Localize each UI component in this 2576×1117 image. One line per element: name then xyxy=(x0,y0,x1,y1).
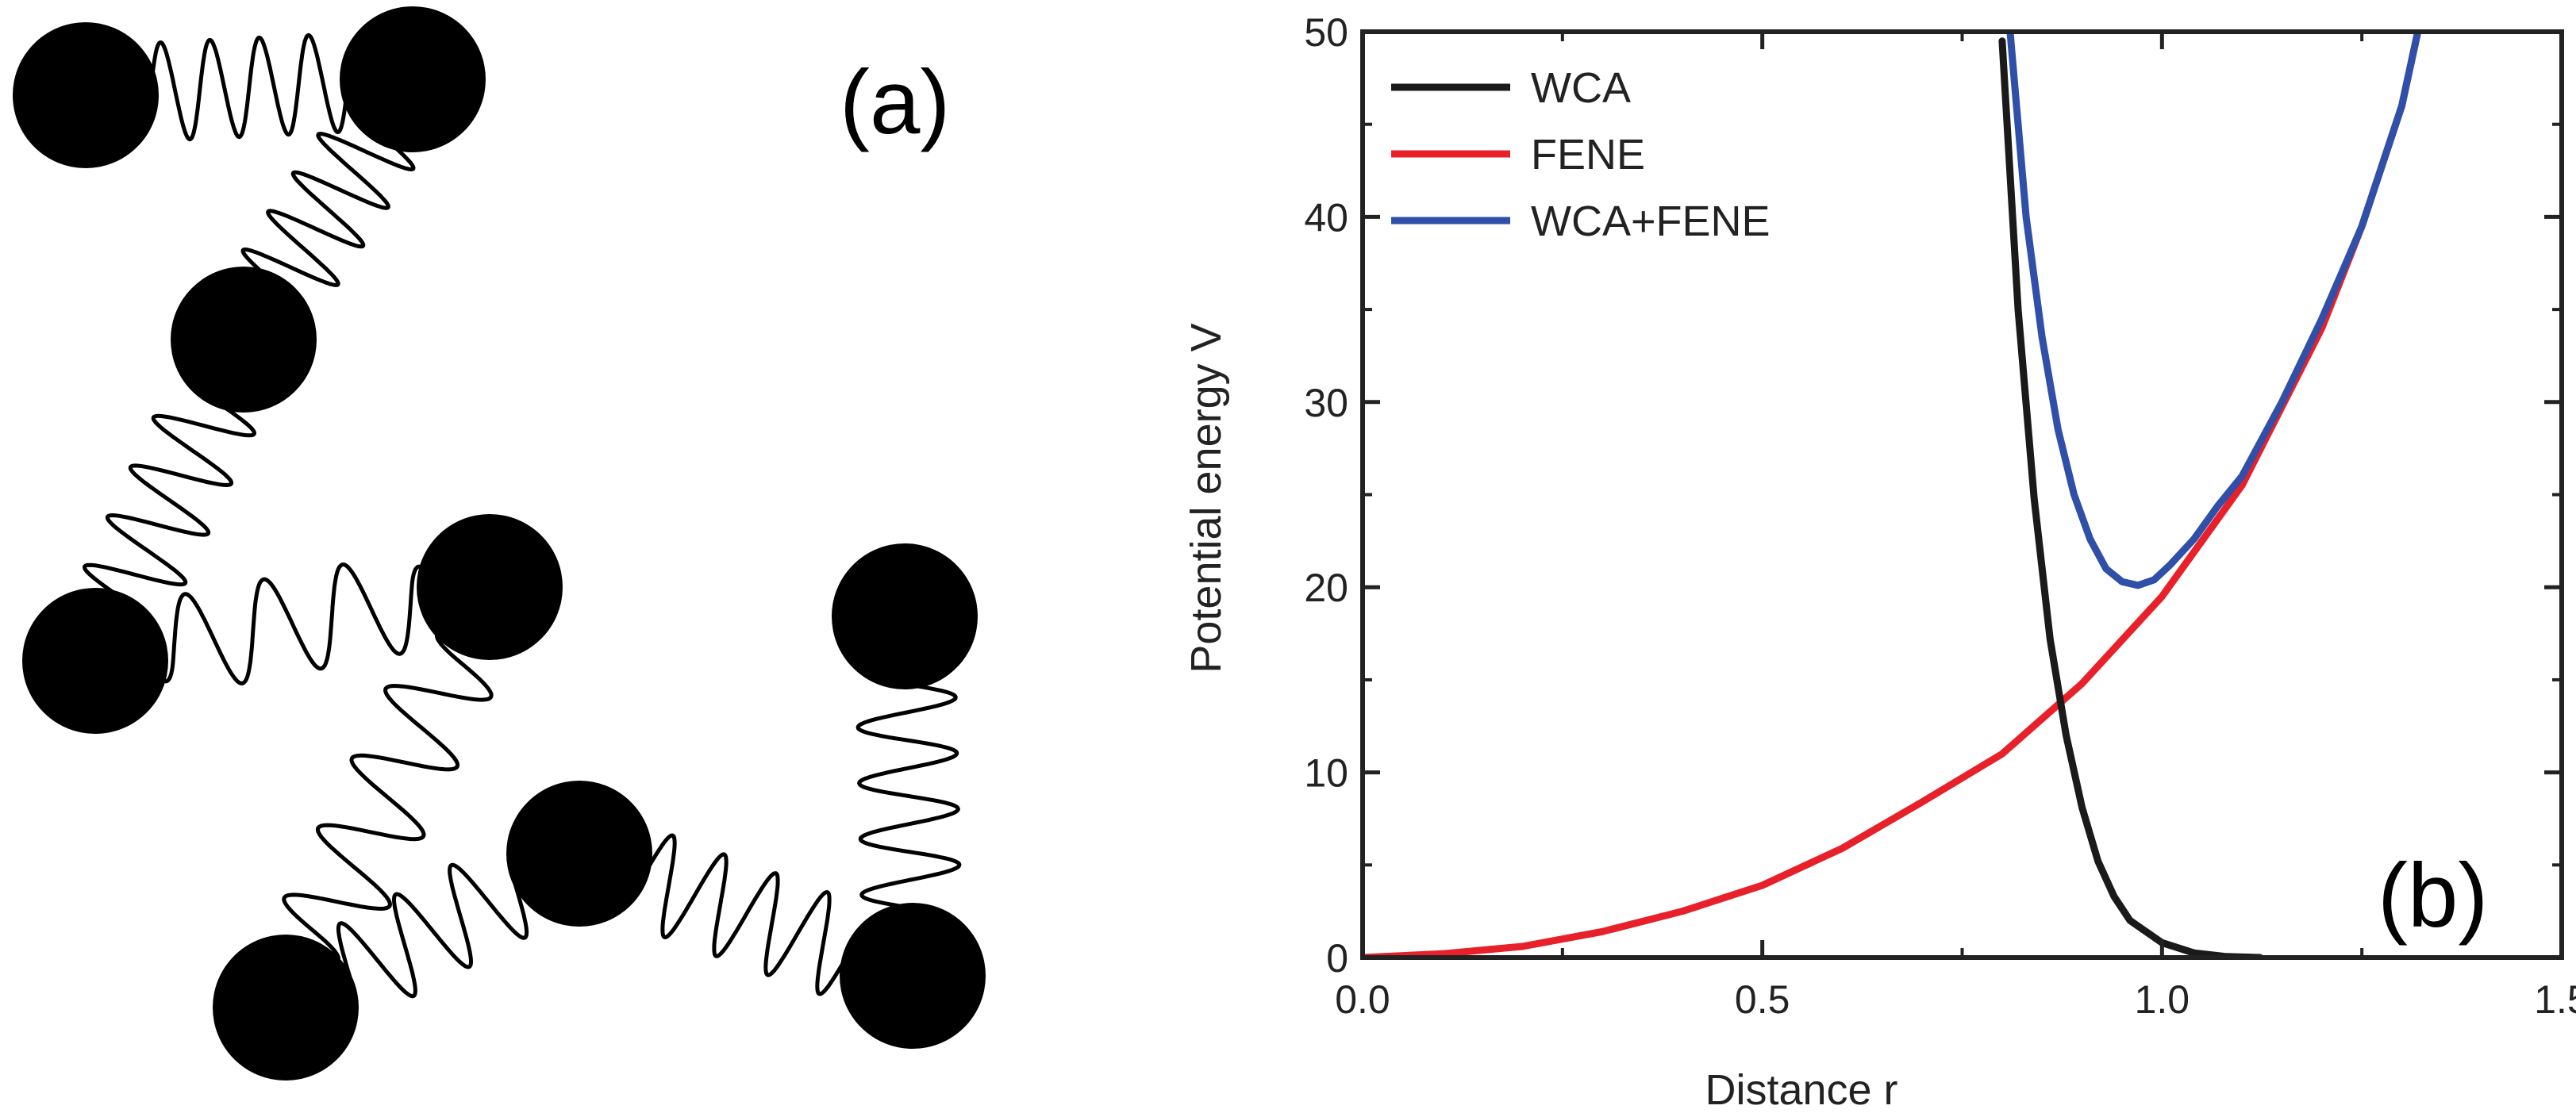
bead xyxy=(506,781,652,927)
spring xyxy=(83,374,256,627)
x-tick-label: 1.5 xyxy=(2534,977,2576,1022)
legend: WCA FENE WCA+FENE xyxy=(1391,64,1771,245)
tick-labels: 0.0 0.5 1.0 1.5 0 10 20 30 40 50 xyxy=(1304,10,2576,1022)
y-tick-label: 30 xyxy=(1304,381,1348,425)
spring xyxy=(855,654,962,938)
series-line-wca xyxy=(1998,37,2264,958)
y-tick-label: 10 xyxy=(1304,751,1348,796)
y-tick-label: 0 xyxy=(1326,936,1348,981)
spring-group xyxy=(83,33,962,1011)
x-axis-label: Distance r xyxy=(1705,1066,1897,1114)
x-tick-label: 1.0 xyxy=(2135,977,2190,1022)
bead xyxy=(171,267,317,413)
legend-label: WCA+FENE xyxy=(1531,198,1771,245)
spring xyxy=(282,621,494,973)
bead xyxy=(832,543,978,689)
y-tick-label: 20 xyxy=(1304,566,1348,610)
spring xyxy=(124,33,375,142)
bead xyxy=(840,903,986,1049)
bead xyxy=(13,22,159,168)
y-tick-label: 50 xyxy=(1304,10,1348,55)
spring xyxy=(133,562,452,685)
x-tick-label: 0.0 xyxy=(1335,977,1390,1022)
x-tick-label: 0.5 xyxy=(1735,977,1790,1022)
spring xyxy=(615,833,877,996)
legend-label: FENE xyxy=(1531,131,1645,178)
bead xyxy=(340,6,486,152)
series-line-wca-fene xyxy=(2006,32,2422,589)
spring xyxy=(319,850,546,1011)
series-lines xyxy=(1363,32,2422,958)
y-tick-label: 40 xyxy=(1304,195,1348,240)
panel-a: (a) xyxy=(13,6,986,1081)
spring xyxy=(240,108,416,311)
legend-label: WCA xyxy=(1531,64,1631,112)
bead-group xyxy=(13,6,986,1081)
bead xyxy=(417,514,563,660)
y-axis-label: Potential energy V xyxy=(1182,323,1230,673)
panel-b-label: (b) xyxy=(2378,846,2488,946)
panel-b: 0.00.51.01.501020304050 WCAFENEWCA+FENE … xyxy=(1182,10,2576,1114)
panel-a-label: (a) xyxy=(840,52,950,153)
axis-ticks xyxy=(1360,29,2564,960)
bead xyxy=(22,588,168,734)
series-line-fene xyxy=(1363,32,2422,958)
bead xyxy=(213,935,359,1081)
